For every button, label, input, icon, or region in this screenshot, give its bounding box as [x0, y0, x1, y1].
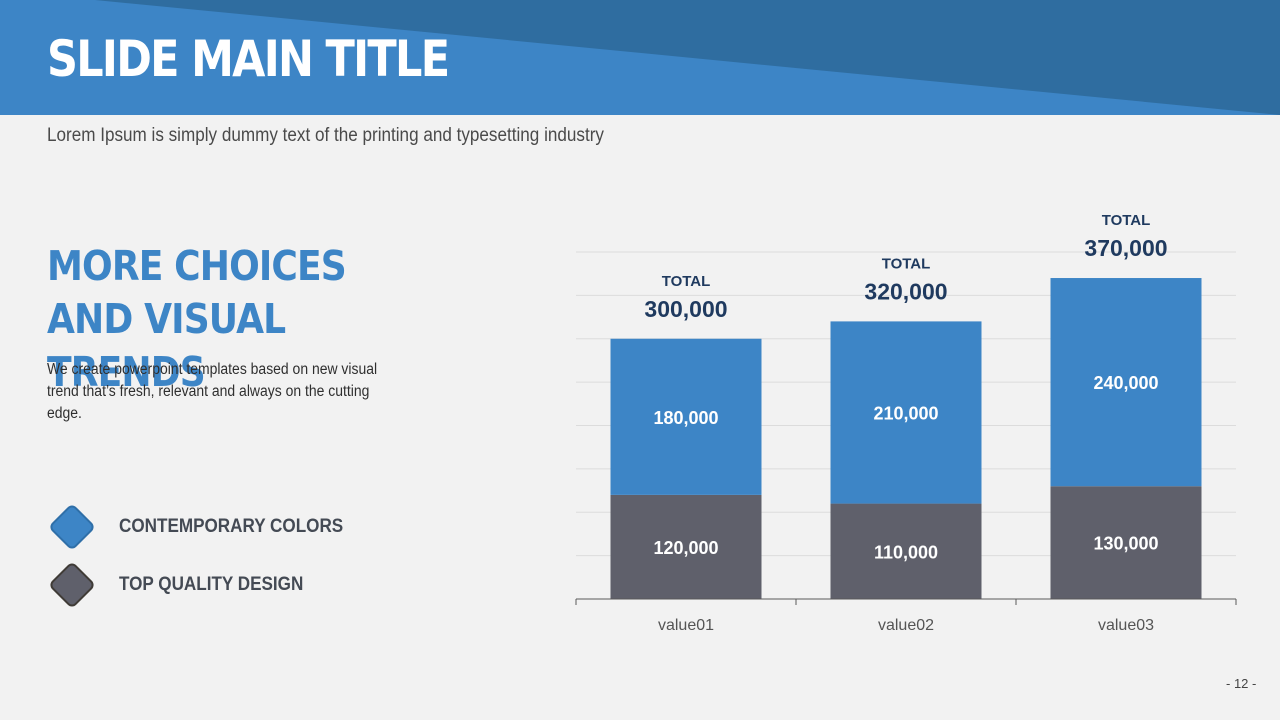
bar-segment: [1050, 486, 1202, 599]
slide-subtitle: Lorem Ipsum is simply dummy text of the …: [47, 125, 604, 146]
total-value-label: 370,000: [1084, 235, 1167, 261]
x-tick-label: value03: [1098, 617, 1154, 634]
stacked-bar-chart: 120,000 180,000 TOTAL 300,000 value01 110,000…: [575, 212, 1237, 634]
header-background: [0, 0, 1280, 115]
x-tick-label: value01: [658, 617, 714, 634]
legend-item-top-quality-design: TOP QUALITY DESIGN: [47, 559, 324, 611]
segment-value-label: 240,000: [1093, 373, 1158, 393]
legend-item-contemporary-colors: CONTEMPORARY COLORS: [47, 501, 368, 553]
body-text: We create powerpoint templates based on …: [47, 361, 378, 422]
page-number: - 12 -: [1226, 676, 1257, 691]
bar-segment: [610, 494, 762, 599]
total-value-label: 320,000: [864, 278, 947, 304]
segment-value-label: 130,000: [1093, 534, 1158, 554]
total-caption: TOTAL: [662, 273, 711, 290]
slide-title: SLIDE MAIN TITLE: [47, 30, 450, 88]
x-tick-label: value02: [878, 617, 934, 634]
total-caption: TOTAL: [1102, 212, 1151, 229]
segment-value-label: 180,000: [653, 408, 718, 428]
segment-value-label: 210,000: [873, 403, 938, 423]
bar-segment: [1050, 278, 1202, 487]
bar-segment: [830, 321, 982, 504]
total-value-label: 300,000: [644, 296, 727, 322]
section-heading: MORE CHOICES AND VISUAL TRENDS: [47, 242, 347, 396]
bar-segment: [610, 338, 762, 495]
bar-segment: [830, 503, 982, 599]
blue-diamond-icon: [47, 502, 97, 552]
segment-value-label: 120,000: [653, 538, 718, 558]
header-banner: SLIDE MAIN TITLE: [0, 0, 1280, 115]
gray-diamond-icon: [47, 560, 97, 610]
total-caption: TOTAL: [882, 255, 931, 272]
segment-value-label: 110,000: [874, 542, 938, 562]
legend-label: TOP QUALITY DESIGN: [119, 574, 304, 595]
legend-label: CONTEMPORARY COLORS: [119, 516, 344, 537]
